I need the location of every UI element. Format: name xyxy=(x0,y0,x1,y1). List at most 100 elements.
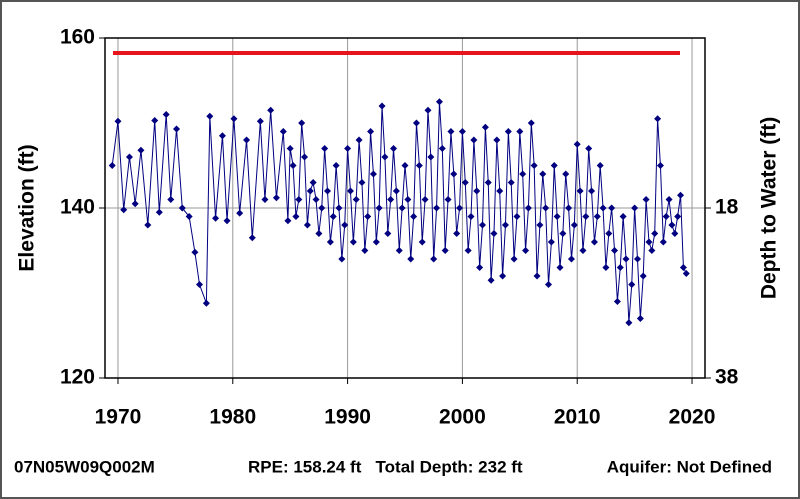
data-point xyxy=(341,221,349,229)
y2-tick-label: 38 xyxy=(715,366,739,389)
data-point xyxy=(527,119,535,127)
data-point xyxy=(312,196,320,203)
data-point xyxy=(542,204,550,212)
data-point xyxy=(659,238,667,246)
data-point xyxy=(559,230,567,237)
data-point xyxy=(435,98,443,106)
data-point xyxy=(596,162,604,169)
data-point xyxy=(427,153,435,161)
data-point xyxy=(206,112,214,120)
data-point xyxy=(619,213,627,220)
data-point xyxy=(191,248,199,256)
data-point xyxy=(404,196,412,203)
data-point xyxy=(125,153,133,161)
data-point xyxy=(481,123,489,131)
data-point xyxy=(309,179,317,186)
data-point xyxy=(223,217,231,225)
data-point xyxy=(553,213,561,220)
data-point xyxy=(654,115,662,123)
data-point xyxy=(272,194,280,202)
data-point xyxy=(318,204,326,212)
data-point xyxy=(441,247,449,254)
data-point xyxy=(295,196,303,203)
data-point xyxy=(344,145,352,152)
data-point xyxy=(547,238,555,246)
data-point xyxy=(588,187,596,195)
data-point xyxy=(504,128,512,135)
y2-axis-label: Depth to Water (ft) xyxy=(758,117,781,299)
x-tick-label: 1980 xyxy=(209,406,256,429)
data-point xyxy=(476,264,484,271)
data-point xyxy=(155,208,163,216)
data-point xyxy=(279,128,287,135)
data-point xyxy=(562,170,570,178)
x-tick-label: 1990 xyxy=(324,406,371,429)
data-point xyxy=(611,247,619,254)
data-point xyxy=(536,221,544,229)
data-point xyxy=(665,196,673,203)
data-point xyxy=(478,221,486,229)
data-point xyxy=(358,179,366,186)
data-point xyxy=(613,298,621,305)
data-point xyxy=(550,162,558,169)
data-point xyxy=(395,247,403,254)
data-point xyxy=(570,221,578,229)
data-point xyxy=(496,187,504,195)
data-point xyxy=(682,269,690,277)
data-point xyxy=(648,247,656,254)
data-point xyxy=(329,213,337,220)
data-point xyxy=(120,206,128,214)
data-point xyxy=(524,204,532,212)
data-point xyxy=(392,187,400,195)
data-point xyxy=(438,145,446,152)
data-point xyxy=(367,128,375,135)
data-point xyxy=(671,230,679,237)
data-point xyxy=(539,170,547,178)
data-point xyxy=(487,276,495,284)
data-point xyxy=(173,125,181,133)
data-point xyxy=(516,128,524,135)
data-point xyxy=(501,221,509,229)
y-tick-label: 120 xyxy=(60,366,95,389)
data-point xyxy=(401,162,409,169)
data-point xyxy=(662,213,670,220)
data-point xyxy=(668,221,676,229)
data-point xyxy=(369,170,377,178)
x-tick-label: 2010 xyxy=(554,406,601,429)
data-point xyxy=(286,145,294,152)
data-point xyxy=(421,196,429,203)
data-point xyxy=(642,196,650,203)
data-point xyxy=(473,187,481,195)
data-point xyxy=(579,247,587,254)
data-point xyxy=(407,255,415,263)
data-point xyxy=(656,162,664,169)
data-point xyxy=(430,255,438,263)
data-point xyxy=(605,230,613,237)
data-point xyxy=(346,187,354,195)
data-point xyxy=(355,136,363,144)
data-point xyxy=(387,196,395,203)
well-details: RPE: 158.24 ft Total Depth: 232 ft xyxy=(248,457,523,476)
data-point xyxy=(585,145,593,152)
data-point xyxy=(212,214,220,222)
data-point xyxy=(364,213,372,220)
data-point xyxy=(458,128,466,135)
data-point xyxy=(513,213,521,220)
data-point xyxy=(372,238,380,246)
data-point xyxy=(464,247,472,254)
data-point xyxy=(510,255,518,263)
data-point xyxy=(593,213,601,220)
data-point xyxy=(576,187,584,195)
data-point xyxy=(144,221,152,229)
data-point xyxy=(490,230,498,237)
y2-tick-label: 18 xyxy=(715,196,739,219)
data-point xyxy=(444,196,452,203)
data-point xyxy=(151,116,159,124)
data-point xyxy=(248,234,256,242)
data-point xyxy=(424,106,432,114)
data-point xyxy=(674,213,682,220)
data-point xyxy=(533,272,541,280)
data-point xyxy=(167,196,175,203)
data-point xyxy=(375,204,383,212)
data-point xyxy=(602,264,610,271)
